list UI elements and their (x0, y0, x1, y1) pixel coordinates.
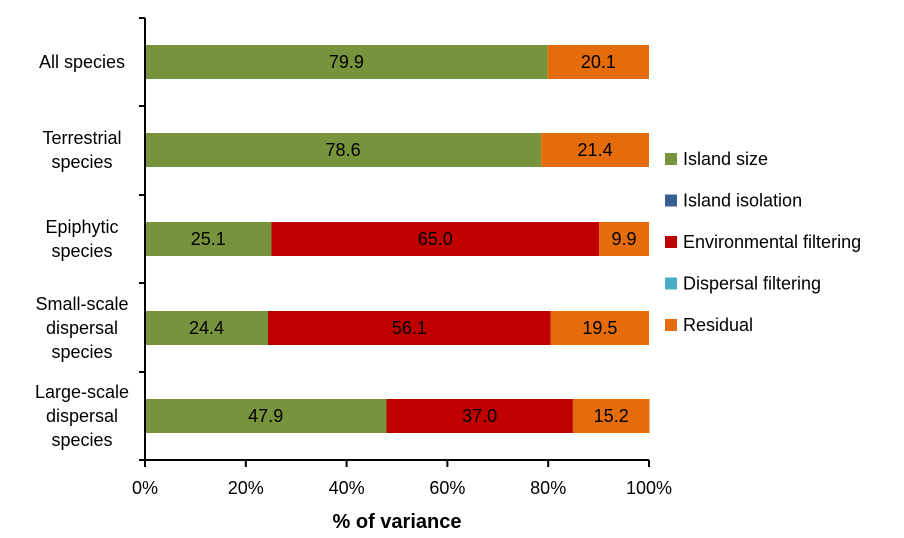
bar-segment (550, 311, 649, 345)
bar-segment (267, 311, 551, 345)
bar-data-label: 21.4 (578, 140, 613, 160)
bar-segment (271, 222, 600, 256)
axes-layer: 0% 20% 40% 60% 80% 100% (132, 17, 672, 498)
bar-segment (547, 45, 649, 79)
category-label: dispersal (46, 406, 118, 426)
category-label: species (51, 430, 112, 450)
legend: Island size Island isolation Environmental… (665, 149, 861, 335)
bar-segment (572, 399, 650, 433)
bar-data-label: 20.1 (581, 52, 616, 72)
legend-swatch (665, 319, 677, 331)
bars-layer (145, 45, 650, 433)
legend-label: Environmental filtering (683, 232, 861, 252)
bar-segment (145, 222, 272, 256)
category-label: species (51, 241, 112, 261)
bar-data-label: 37.0 (462, 406, 497, 426)
bar-data-label: 25.1 (191, 229, 226, 249)
x-tick-label: 60% (429, 478, 465, 498)
category-label: All species (39, 52, 125, 72)
bar-data-label: 9.9 (612, 229, 637, 249)
bar-segment (541, 133, 649, 167)
bar-segment (599, 222, 649, 256)
x-axis-title: % of variance (333, 511, 462, 533)
bar-data-label: 65.0 (418, 229, 453, 249)
legend-swatch (665, 277, 677, 290)
bar-data-label: 79.9 (329, 52, 364, 72)
x-tick-label: 40% (329, 478, 365, 498)
x-tick-label: 100% (626, 478, 672, 498)
bar-segment (145, 311, 268, 345)
legend-swatch (665, 236, 677, 248)
category-label: Epiphytic (45, 217, 118, 237)
x-tick-label: 0% (132, 478, 158, 498)
x-tick-label: 20% (228, 478, 264, 498)
category-label: Large-scale (35, 382, 129, 402)
legend-label: Dispersal filtering (683, 274, 821, 294)
legend-swatch (665, 194, 677, 207)
legend-label: Island size (683, 149, 768, 169)
bar-segment (145, 133, 542, 167)
bar-segment (386, 399, 573, 433)
category-labels-layer: All species Terrestrial species Epiphytic sp… (35, 52, 129, 450)
bar-segment (145, 399, 387, 433)
bar-data-label: 19.5 (582, 318, 617, 338)
category-label: species (51, 152, 112, 172)
bar-data-label: 24.4 (189, 318, 224, 338)
category-label: species (51, 342, 112, 362)
bar-data-label: 47.9 (248, 406, 283, 426)
legend-label: Residual (683, 315, 753, 335)
bar-data-label: 15.2 (594, 406, 629, 426)
bar-data-label: 78.6 (326, 140, 361, 160)
bar-segment (145, 45, 548, 79)
category-label: Terrestrial (42, 128, 121, 148)
legend-label: Island isolation (683, 191, 802, 211)
legend-swatch (665, 153, 677, 165)
category-label: Small-scale (35, 294, 128, 314)
bar-labels-layer: 79.9 20.1 78.6 21.4 25.1 65.0 9.9 24.4 56.1 19.5 4… (189, 52, 637, 426)
category-label: dispersal (46, 318, 118, 338)
x-tick-label: 80% (530, 478, 566, 498)
bar-data-label: 56.1 (392, 318, 427, 338)
